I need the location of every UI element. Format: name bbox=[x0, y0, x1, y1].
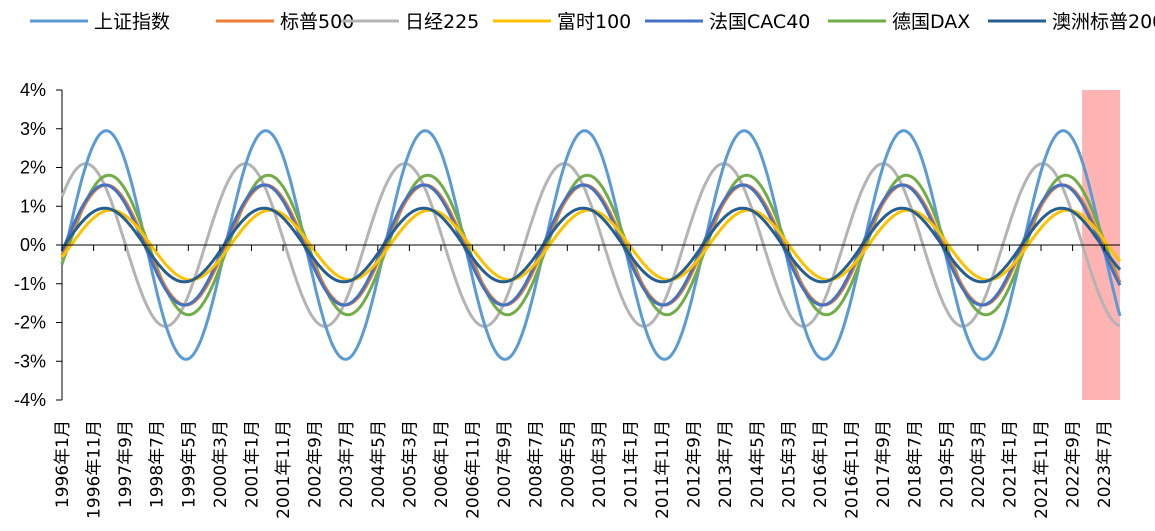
x-tick-label: 2023年7月 bbox=[1095, 420, 1115, 508]
x-tick-label: 2001年1月 bbox=[242, 420, 262, 508]
x-tick-label: 2009年5月 bbox=[558, 420, 578, 508]
x-tick-label: 1997年9月 bbox=[116, 420, 136, 508]
x-tick-label: 2011年1月 bbox=[621, 420, 641, 508]
legend-label: 上证指数 bbox=[94, 11, 170, 33]
x-tick-label: 2017年9月 bbox=[874, 420, 894, 508]
x-tick-label: 2021年1月 bbox=[1000, 420, 1020, 508]
x-tick-label: 2007年9月 bbox=[495, 420, 515, 508]
legend-label: 日经225 bbox=[405, 11, 479, 33]
x-tick-label: 2016年1月 bbox=[811, 420, 831, 508]
x-tick-label: 1999年5月 bbox=[179, 420, 199, 508]
x-tick-label: 2005年3月 bbox=[400, 420, 420, 508]
x-tick-label: 2022年9月 bbox=[1064, 420, 1084, 508]
x-tick-label: 2010年3月 bbox=[590, 420, 610, 508]
x-tick-label: 2011年11月 bbox=[653, 420, 673, 519]
y-tick-label: 2% bbox=[20, 158, 46, 178]
y-tick-label: 0% bbox=[20, 235, 46, 255]
x-tick-label: 1996年11月 bbox=[85, 420, 105, 519]
x-tick-label: 2002年9月 bbox=[306, 420, 326, 508]
x-tick-label: 2014年5月 bbox=[748, 420, 768, 508]
x-tick-label: 2008年7月 bbox=[527, 420, 547, 508]
y-axis: 4% 3% 2% 1% 0% -1% -2% -3% -4% bbox=[14, 80, 63, 410]
legend-label: 标普500 bbox=[280, 11, 354, 33]
x-tick-label: 2000年3月 bbox=[211, 420, 231, 508]
legend: 上证指数 标普500 日经225 富时100 法国CAC40 德国DAX 澳洲标普200 bbox=[30, 11, 1155, 33]
legend-label: 澳洲标普200 bbox=[1052, 11, 1155, 33]
legend-label: 德国DAX bbox=[892, 11, 970, 33]
y-tick-label: 4% bbox=[20, 80, 46, 100]
y-tick-label: 3% bbox=[20, 119, 46, 139]
y-tick-label: -1% bbox=[14, 274, 46, 294]
x-tick-label: 2019年5月 bbox=[937, 420, 957, 508]
x-tick-label: 2020年3月 bbox=[969, 420, 989, 508]
y-tick-label: 1% bbox=[20, 196, 46, 216]
y-tick-label: -3% bbox=[14, 351, 46, 371]
x-axis: 1996年1月 1996年11月 1997年9月 1998年7月 1999年5月 2000… bbox=[53, 244, 1120, 519]
x-tick-label: 1996年1月 bbox=[53, 420, 73, 508]
y-tick-label: -2% bbox=[14, 313, 46, 333]
x-tick-label: 2018年7月 bbox=[906, 420, 926, 508]
series-layer bbox=[60, 129, 1122, 361]
x-tick-label: 2001年11月 bbox=[274, 420, 294, 519]
y-tick-label: -4% bbox=[14, 390, 46, 410]
x-tick-label: 2013年7月 bbox=[716, 420, 736, 508]
legend-label: 富时100 bbox=[557, 11, 631, 33]
x-tick-label: 2004年5月 bbox=[369, 420, 389, 508]
x-tick-label: 2021年11月 bbox=[1032, 420, 1052, 519]
x-tick-label: 2012年9月 bbox=[685, 420, 705, 508]
x-tick-label: 2006年1月 bbox=[432, 420, 452, 508]
series-line-7 bbox=[60, 206, 1122, 284]
x-tick-label: 2003年7月 bbox=[337, 420, 357, 508]
x-tick-label: 2015年3月 bbox=[779, 420, 799, 508]
legend-label: 法国CAC40 bbox=[709, 11, 810, 33]
x-tick-label: 2006年11月 bbox=[464, 420, 484, 519]
series-line-3 bbox=[60, 162, 1121, 328]
x-tick-label: 2016年11月 bbox=[843, 420, 863, 519]
x-tick-label: 1998年7月 bbox=[148, 420, 168, 508]
